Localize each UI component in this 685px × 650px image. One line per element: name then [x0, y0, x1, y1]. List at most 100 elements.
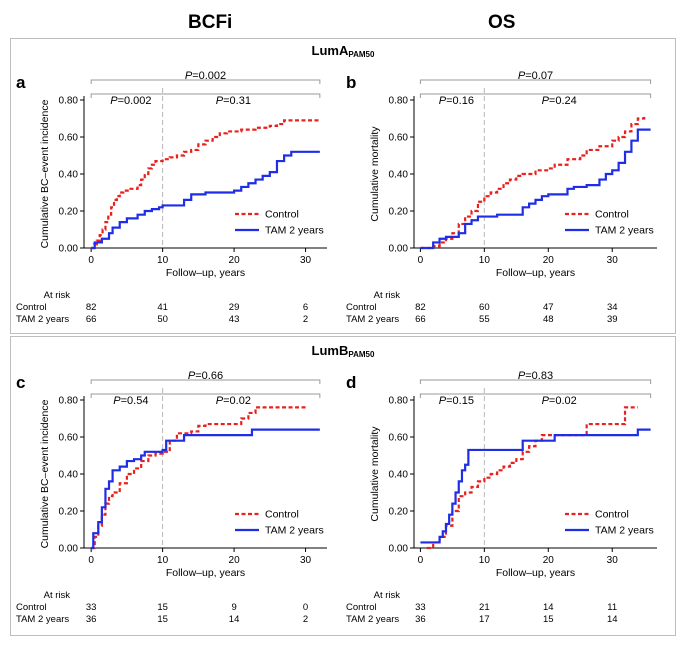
chart-c: c Cumulative BC–event incidence 0.00 0.20 0.… — [16, 370, 327, 625]
at-risk-row-label: TAM 2 years — [346, 614, 399, 625]
legend-label: Control — [265, 509, 299, 521]
y-tick-label: 0.80 — [59, 96, 79, 107]
at-risk-value: 60 — [479, 302, 490, 313]
y-axis-label: Cumulative BC–event incidence — [39, 99, 51, 248]
section-title-luma: LumAPAM50 — [11, 43, 675, 59]
p-value: =0.24 — [549, 95, 577, 107]
y-axis-label: Cumulative mortality — [369, 126, 381, 222]
y-tick-label: 0.60 — [389, 433, 409, 444]
at-risk-value: 66 — [86, 314, 97, 325]
at-risk-label: At risk — [44, 290, 71, 301]
at-risk-value: 50 — [157, 314, 168, 325]
at-risk-row-label: Control — [16, 602, 47, 613]
x-tick-label: 0 — [418, 555, 424, 566]
at-risk-label: At risk — [374, 590, 401, 601]
at-risk-value: 9 — [231, 602, 236, 613]
legend-label: TAM 2 years — [595, 225, 654, 237]
p-letter: P — [188, 370, 196, 382]
legend-label: Control — [265, 209, 299, 221]
y-tick-label: 0.80 — [389, 96, 409, 107]
at-risk-value: 14 — [229, 614, 240, 625]
at-risk-value: 14 — [607, 614, 618, 625]
p-bracket-periods — [419, 393, 652, 398]
p-overall-label: P=0.07 — [518, 70, 553, 82]
p-letter: P — [439, 395, 447, 407]
y-tick-label: 0.60 — [59, 433, 79, 444]
at-risk-value: 36 — [86, 614, 97, 625]
legend-label: Control — [595, 209, 629, 221]
x-tick-label: 20 — [229, 555, 241, 566]
x-tick-label: 10 — [157, 255, 169, 266]
section-title-sub: PAM50 — [348, 350, 375, 359]
y-tick-label: 0.20 — [59, 507, 79, 518]
legend-label: Control — [595, 509, 629, 521]
at-risk-label: At risk — [374, 290, 401, 301]
at-risk-value: 15 — [157, 614, 168, 625]
at-risk-value: 41 — [157, 302, 168, 313]
p-bracket-overall — [419, 79, 652, 84]
legend-label: TAM 2 years — [265, 525, 324, 537]
x-tick-label: 20 — [543, 255, 555, 266]
at-risk-value: 82 — [415, 302, 426, 313]
x-tick-label: 10 — [157, 555, 169, 566]
p-early-label: P=0.15 — [439, 395, 474, 407]
chart-a: a Cumulative BC–event incidence 0.00 0.20 0.… — [16, 70, 327, 325]
p-overall-label: P=0.002 — [185, 70, 226, 82]
legend-label: TAM 2 years — [595, 525, 654, 537]
at-risk-value: 11 — [607, 602, 617, 613]
at-risk-value: 43 — [229, 314, 240, 325]
p-value: =0.83 — [525, 370, 553, 382]
series-line-tam — [91, 150, 320, 250]
x-tick-label: 10 — [479, 555, 491, 566]
at-risk-value: 15 — [157, 602, 168, 613]
x-axis-label: Follow–up, years — [496, 567, 575, 579]
y-tick-label: 0.00 — [389, 244, 409, 255]
y-tick-label: 0.20 — [389, 207, 409, 218]
p-bracket-periods — [90, 393, 321, 398]
p-letter: P — [185, 70, 193, 82]
at-risk-value: 2 — [303, 314, 308, 325]
at-risk-value: 55 — [479, 314, 490, 325]
p-value: =0.002 — [118, 95, 152, 107]
series-line-control — [91, 406, 306, 550]
y-tick-label: 0.80 — [389, 396, 409, 407]
series-line-tam — [420, 128, 651, 250]
at-risk-value: 2 — [303, 614, 308, 625]
chart-d: d Cumulative mortality 0.00 0.20 0.40 0.60 0.8… — [346, 370, 657, 625]
y-tick-label: 0.60 — [59, 133, 79, 144]
x-axis-label: Follow–up, years — [166, 267, 245, 279]
at-risk-row-label: TAM 2 years — [16, 614, 69, 625]
p-value: =0.66 — [195, 370, 223, 382]
p-value: =0.07 — [525, 70, 553, 82]
section-title-main: LumA — [311, 43, 349, 58]
at-risk-value: 33 — [415, 602, 426, 613]
x-tick-label: 30 — [300, 555, 312, 566]
p-early-label: P=0.54 — [113, 395, 148, 407]
y-tick-label: 0.00 — [59, 544, 79, 555]
p-late-label: P=0.24 — [542, 95, 577, 107]
y-tick-label: 0.60 — [389, 133, 409, 144]
section-title-main: LumB — [311, 343, 349, 358]
x-tick-label: 10 — [479, 255, 491, 266]
section-title-sub: PAM50 — [348, 50, 375, 59]
panel-c: c Cumulative BC–event incidence 0.00 0.20 0.… — [12, 358, 342, 633]
p-value: =0.54 — [121, 395, 149, 407]
x-tick-label: 20 — [543, 555, 555, 566]
p-late-label: P=0.02 — [542, 395, 577, 407]
p-bracket-overall — [90, 79, 321, 84]
at-risk-value: 34 — [607, 302, 618, 313]
at-risk-label: At risk — [44, 590, 71, 601]
p-value: =0.15 — [446, 395, 474, 407]
p-value: =0.16 — [446, 95, 474, 107]
at-risk-row-label: TAM 2 years — [16, 314, 69, 325]
at-risk-value: 47 — [543, 302, 554, 313]
at-risk-value: 48 — [543, 314, 554, 325]
y-axis-label: Cumulative BC–event incidence — [39, 399, 51, 548]
p-value: =0.002 — [192, 70, 226, 82]
at-risk-value: 6 — [303, 302, 308, 313]
p-letter: P — [216, 395, 224, 407]
column-title-bcfi: BCFi — [188, 12, 233, 33]
y-tick-label: 0.40 — [389, 470, 409, 481]
at-risk-value: 15 — [543, 614, 554, 625]
p-letter: P — [518, 370, 526, 382]
